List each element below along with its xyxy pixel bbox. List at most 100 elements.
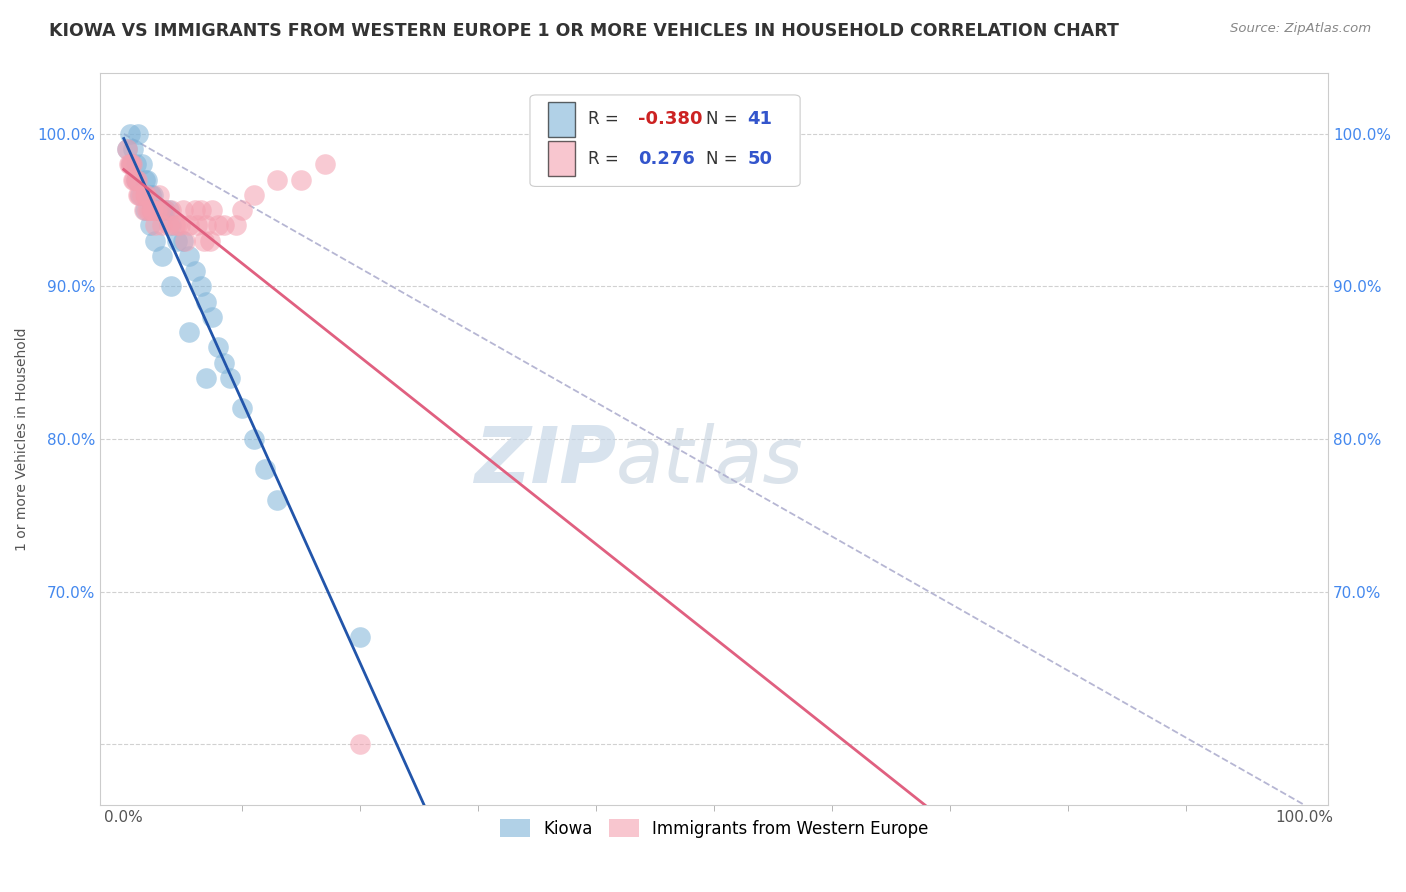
Point xyxy=(136,172,159,186)
Text: N =: N = xyxy=(706,110,742,128)
Point xyxy=(212,219,235,233)
Point xyxy=(201,310,224,324)
Point xyxy=(131,188,153,202)
Point xyxy=(183,203,205,218)
Point xyxy=(128,188,150,202)
Point xyxy=(134,203,156,218)
Point xyxy=(142,188,165,202)
Point xyxy=(124,172,146,186)
Point xyxy=(231,203,253,218)
Point xyxy=(172,234,194,248)
Point xyxy=(143,219,166,233)
Point xyxy=(157,219,180,233)
Point xyxy=(150,219,173,233)
Text: ZIP: ZIP xyxy=(474,423,616,499)
Point xyxy=(195,371,218,385)
Point xyxy=(141,203,163,218)
Point xyxy=(138,203,160,218)
Point xyxy=(139,203,162,218)
Point xyxy=(242,432,264,446)
Point xyxy=(120,157,142,171)
FancyBboxPatch shape xyxy=(548,102,575,136)
Point xyxy=(219,371,242,385)
Point xyxy=(349,737,371,751)
Text: atlas: atlas xyxy=(616,423,804,499)
Point xyxy=(122,172,145,186)
Text: 41: 41 xyxy=(748,110,772,128)
Point xyxy=(231,401,253,416)
Text: N =: N = xyxy=(706,150,742,168)
Point xyxy=(177,325,200,339)
Point xyxy=(117,142,139,156)
Text: R =: R = xyxy=(588,150,624,168)
Point xyxy=(174,234,197,248)
Point xyxy=(132,203,155,218)
Point xyxy=(177,249,200,263)
Point xyxy=(124,172,146,186)
Point xyxy=(142,203,165,218)
Point xyxy=(122,142,145,156)
Point xyxy=(143,234,166,248)
Text: -0.380: -0.380 xyxy=(638,110,703,128)
Point xyxy=(150,249,173,263)
Point xyxy=(266,493,288,508)
Point xyxy=(146,203,169,218)
Point xyxy=(139,188,162,202)
FancyBboxPatch shape xyxy=(530,95,800,186)
Point xyxy=(186,219,208,233)
Point xyxy=(160,203,183,218)
Point xyxy=(166,234,188,248)
Point xyxy=(266,172,288,186)
Text: 50: 50 xyxy=(748,150,772,168)
Point xyxy=(153,203,176,218)
Point xyxy=(124,157,146,171)
FancyBboxPatch shape xyxy=(548,141,575,177)
Point xyxy=(349,630,371,644)
Point xyxy=(314,157,336,171)
Point xyxy=(160,279,183,293)
Point xyxy=(149,203,172,218)
Point xyxy=(148,203,170,218)
Point xyxy=(172,203,194,218)
Point xyxy=(124,172,146,186)
Point xyxy=(152,203,174,218)
Point xyxy=(166,219,188,233)
Point xyxy=(195,219,218,233)
Legend: Kiowa, Immigrants from Western Europe: Kiowa, Immigrants from Western Europe xyxy=(494,813,935,844)
Point xyxy=(153,203,176,218)
Text: R =: R = xyxy=(588,110,624,128)
Point xyxy=(207,341,229,355)
Point xyxy=(290,172,312,186)
Point xyxy=(135,188,157,202)
Point xyxy=(183,264,205,278)
Point xyxy=(118,127,141,141)
Point xyxy=(117,157,139,171)
Point xyxy=(127,127,149,141)
Point xyxy=(117,142,139,156)
Point xyxy=(146,203,169,218)
Point xyxy=(118,157,141,171)
Point xyxy=(225,219,247,233)
Point xyxy=(212,356,235,370)
Point xyxy=(136,203,159,218)
Text: 0.276: 0.276 xyxy=(638,150,695,168)
Point xyxy=(134,172,156,186)
Point xyxy=(190,279,212,293)
Y-axis label: 1 or more Vehicles in Household: 1 or more Vehicles in Household xyxy=(15,327,30,550)
Point xyxy=(207,219,229,233)
Point xyxy=(193,234,215,248)
Point xyxy=(242,188,264,202)
Point xyxy=(201,203,224,218)
Point xyxy=(139,219,162,233)
Text: KIOWA VS IMMIGRANTS FROM WESTERN EUROPE 1 OR MORE VEHICLES IN HOUSEHOLD CORRELAT: KIOWA VS IMMIGRANTS FROM WESTERN EUROPE … xyxy=(49,22,1119,40)
Point xyxy=(125,172,148,186)
Point xyxy=(190,203,212,218)
Point xyxy=(120,157,142,171)
Point xyxy=(134,188,156,202)
Point xyxy=(127,188,149,202)
Point xyxy=(131,157,153,171)
Point xyxy=(169,219,191,233)
Point xyxy=(163,219,186,233)
Point xyxy=(148,188,170,202)
Text: Source: ZipAtlas.com: Source: ZipAtlas.com xyxy=(1230,22,1371,36)
